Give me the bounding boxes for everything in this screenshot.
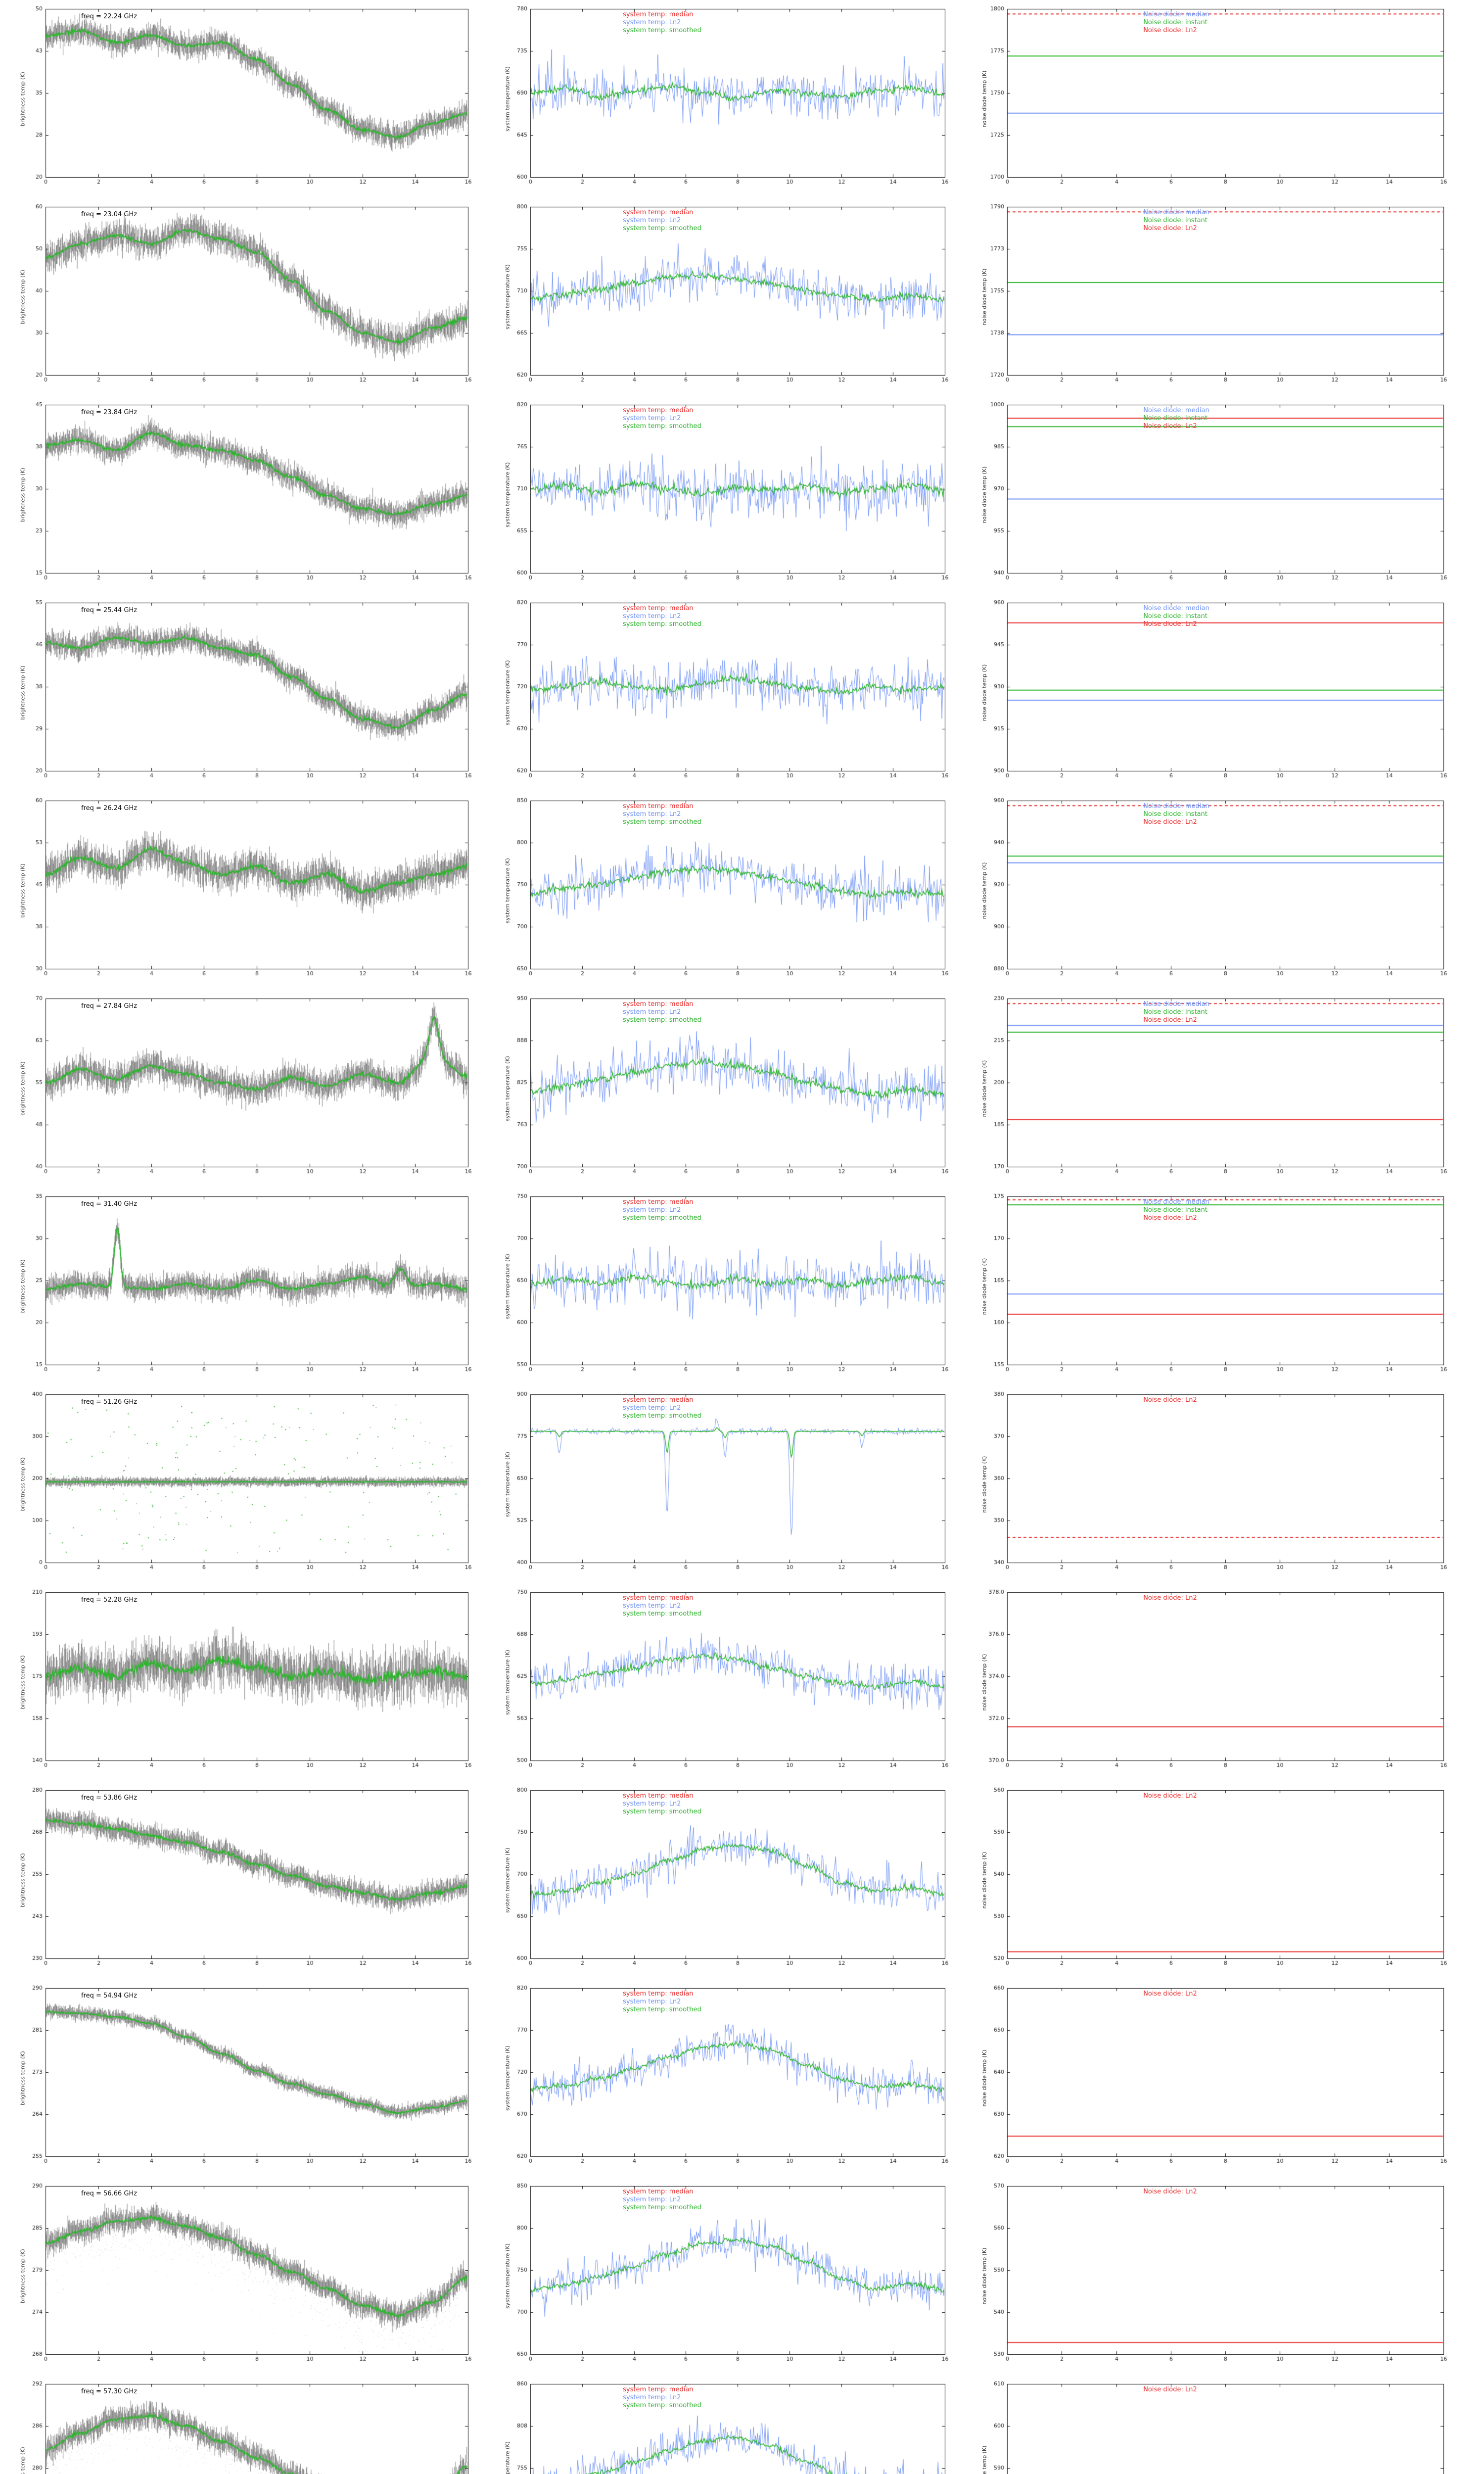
plot-row-2: brightness temp (K) freq = 23.04 GHz syste… (0, 198, 1484, 396)
noise-diode-plot-canvas (978, 796, 1449, 986)
system-temp-plot-canvas (502, 4, 951, 194)
plot-row-4: brightness temp (K) freq = 25.44 GHz syste… (0, 594, 1484, 792)
noise-diode-plot: noise diode temp (K) Noise diode: median N… (978, 598, 1449, 788)
noise-diode-plot: noise diode temp (K) Noise diode: median N… (978, 1191, 1449, 1381)
system-temp-plot: system temperature (K) system temp: media… (502, 1191, 951, 1381)
plot-row-3: brightness temp (K) freq = 23.84 GHz syste… (0, 396, 1484, 594)
noise-diode-plot-canvas (978, 4, 1449, 194)
system-temp-plot-canvas (502, 1983, 951, 2173)
noise-diode-plot-canvas (978, 1389, 1449, 1579)
system-temp-plot: system temperature (K) system temp: media… (502, 202, 951, 392)
noise-diode-plot: noise diode temp (K) Noise diode: median N… (978, 400, 1449, 590)
system-temp-plot: system temperature (K) system temp: media… (502, 2379, 951, 2474)
system-temp-plot-canvas (502, 400, 951, 590)
brightness-plot: brightness temp (K) freq = 56.66 GHz (17, 2181, 474, 2371)
noise-diode-plot-canvas (978, 2181, 1449, 2371)
system-temp-plot: system temperature (K) system temp: media… (502, 1983, 951, 2173)
noise-diode-plot: noise diode temp (K) Noise diode: Ln2 (978, 2181, 1449, 2371)
system-temp-plot-canvas (502, 202, 951, 392)
plot-row-13: brightness temp (K) freq = 57.30 GHz syste… (0, 2375, 1484, 2474)
noise-diode-plot: noise diode temp (K) Noise diode: Ln2 (978, 1587, 1449, 1777)
noise-diode-plot-canvas (978, 1983, 1449, 2173)
brightness-plot: brightness temp (K) freq = 57.30 GHz (17, 2379, 474, 2474)
system-temp-plot: system temperature (K) system temp: media… (502, 796, 951, 986)
system-temp-plot-canvas (502, 1587, 951, 1777)
noise-diode-plot: noise diode temp (K) Noise diode: Ln2 (978, 2379, 1449, 2474)
brightness-plot-canvas (17, 2181, 474, 2371)
plot-row-8: brightness temp (K) freq = 51.26 GHz syste… (0, 1385, 1484, 1583)
system-temp-plot-canvas (502, 1191, 951, 1381)
brightness-plot-canvas (17, 1983, 474, 2173)
brightness-plot: brightness temp (K) freq = 51.26 GHz (17, 1389, 474, 1579)
noise-diode-plot: noise diode temp (K) Noise diode: Ln2 (978, 1983, 1449, 2173)
system-temp-plot: system temperature (K) system temp: media… (502, 1587, 951, 1777)
noise-diode-plot: noise diode temp (K) Noise diode: median N… (978, 796, 1449, 986)
brightness-plot: brightness temp (K) freq = 27.84 GHz (17, 994, 474, 1184)
brightness-plot-canvas (17, 400, 474, 590)
noise-diode-plot-canvas (978, 1191, 1449, 1381)
system-temp-plot-canvas (502, 598, 951, 788)
brightness-plot: brightness temp (K) freq = 26.24 GHz (17, 796, 474, 986)
system-temp-plot: system temperature (K) system temp: media… (502, 1785, 951, 1975)
brightness-plot: brightness temp (K) freq = 22.24 GHz (17, 4, 474, 194)
brightness-plot-canvas (17, 598, 474, 788)
brightness-plot-canvas (17, 994, 474, 1184)
brightness-plot-canvas (17, 202, 474, 392)
noise-diode-plot: noise diode temp (K) Noise diode: median N… (978, 994, 1449, 1184)
brightness-plot: brightness temp (K) freq = 25.44 GHz (17, 598, 474, 788)
system-temp-plot: system temperature (K) system temp: media… (502, 400, 951, 590)
noise-diode-plot: noise diode temp (K) Noise diode: median N… (978, 202, 1449, 392)
system-temp-plot: system temperature (K) system temp: media… (502, 598, 951, 788)
brightness-plot: brightness temp (K) freq = 23.84 GHz (17, 400, 474, 590)
plot-row-6: brightness temp (K) freq = 27.84 GHz syste… (0, 990, 1484, 1188)
noise-diode-plot-canvas (978, 2379, 1449, 2474)
noise-diode-plot-canvas (978, 1587, 1449, 1777)
brightness-plot-canvas (17, 1389, 474, 1579)
brightness-plot: brightness temp (K) freq = 52.28 GHz (17, 1587, 474, 1777)
noise-diode-plot: noise diode temp (K) Noise diode: Ln2 (978, 1389, 1449, 1579)
system-temp-plot: system temperature (K) system temp: media… (502, 2181, 951, 2371)
brightness-plot-canvas (17, 4, 474, 194)
system-temp-plot: system temperature (K) system temp: media… (502, 1389, 951, 1579)
noise-diode-plot: noise diode temp (K) Noise diode: Ln2 (978, 1785, 1449, 1975)
system-temp-plot-canvas (502, 2181, 951, 2371)
system-temp-plot-canvas (502, 2379, 951, 2474)
plot-row-7: brightness temp (K) freq = 31.40 GHz syste… (0, 1188, 1484, 1385)
plot-row-12: brightness temp (K) freq = 56.66 GHz syste… (0, 2177, 1484, 2375)
noise-diode-plot-canvas (978, 202, 1449, 392)
system-temp-plot-canvas (502, 796, 951, 986)
system-temp-plot-canvas (502, 1785, 951, 1975)
plot-row-11: brightness temp (K) freq = 54.94 GHz syste… (0, 1979, 1484, 2177)
plot-row-5: brightness temp (K) freq = 26.24 GHz syste… (0, 792, 1484, 990)
brightness-plot-canvas (17, 1191, 474, 1381)
plot-row-9: brightness temp (K) freq = 52.28 GHz syste… (0, 1583, 1484, 1781)
noise-diode-plot-canvas (978, 1785, 1449, 1975)
noise-diode-plot: noise diode temp (K) Noise diode: median N… (978, 4, 1449, 194)
system-temp-plot-canvas (502, 1389, 951, 1579)
system-temp-plot-canvas (502, 994, 951, 1184)
noise-diode-plot-canvas (978, 400, 1449, 590)
brightness-plot: brightness temp (K) freq = 31.40 GHz (17, 1191, 474, 1381)
brightness-plot-canvas (17, 2379, 474, 2474)
brightness-plot: brightness temp (K) freq = 23.04 GHz (17, 202, 474, 392)
system-temp-plot: system temperature (K) system temp: media… (502, 994, 951, 1184)
noise-diode-plot-canvas (978, 598, 1449, 788)
brightness-plot-canvas (17, 1587, 474, 1777)
plot-row-10: brightness temp (K) freq = 53.86 GHz syste… (0, 1781, 1484, 1979)
system-temp-plot: system temperature (K) system temp: media… (502, 4, 951, 194)
brightness-plot-canvas (17, 796, 474, 986)
noise-diode-plot-canvas (978, 994, 1449, 1184)
brightness-plot: brightness temp (K) freq = 54.94 GHz (17, 1983, 474, 2173)
plot-row-1: brightness temp (K) freq = 22.24 GHz syste… (0, 0, 1484, 198)
brightness-plot: brightness temp (K) freq = 53.86 GHz (17, 1785, 474, 1975)
brightness-plot-canvas (17, 1785, 474, 1975)
